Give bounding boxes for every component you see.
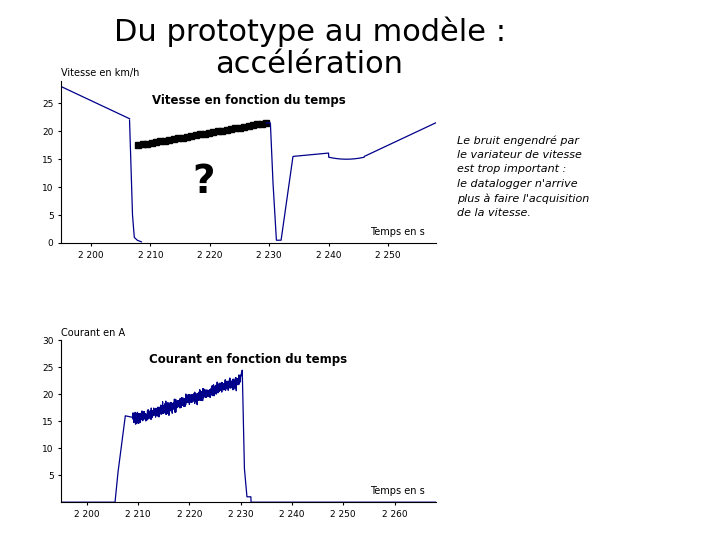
Text: Courant en fonction du temps: Courant en fonction du temps (149, 353, 348, 366)
Text: Temps en s: Temps en s (369, 226, 424, 237)
Text: Courant en A: Courant en A (61, 327, 125, 338)
Text: Vitesse en km/h: Vitesse en km/h (61, 68, 140, 78)
Text: Temps en s: Temps en s (369, 485, 424, 496)
Text: Vitesse en fonction du temps: Vitesse en fonction du temps (151, 94, 346, 107)
Text: ?: ? (192, 163, 215, 200)
Text: Le bruit engendré par
le variateur de vitesse
est trop important :
le datalogger: Le bruit engendré par le variateur de vi… (457, 135, 590, 218)
Text: Du prototype au modèle :
accélération: Du prototype au modèle : accélération (114, 16, 505, 79)
